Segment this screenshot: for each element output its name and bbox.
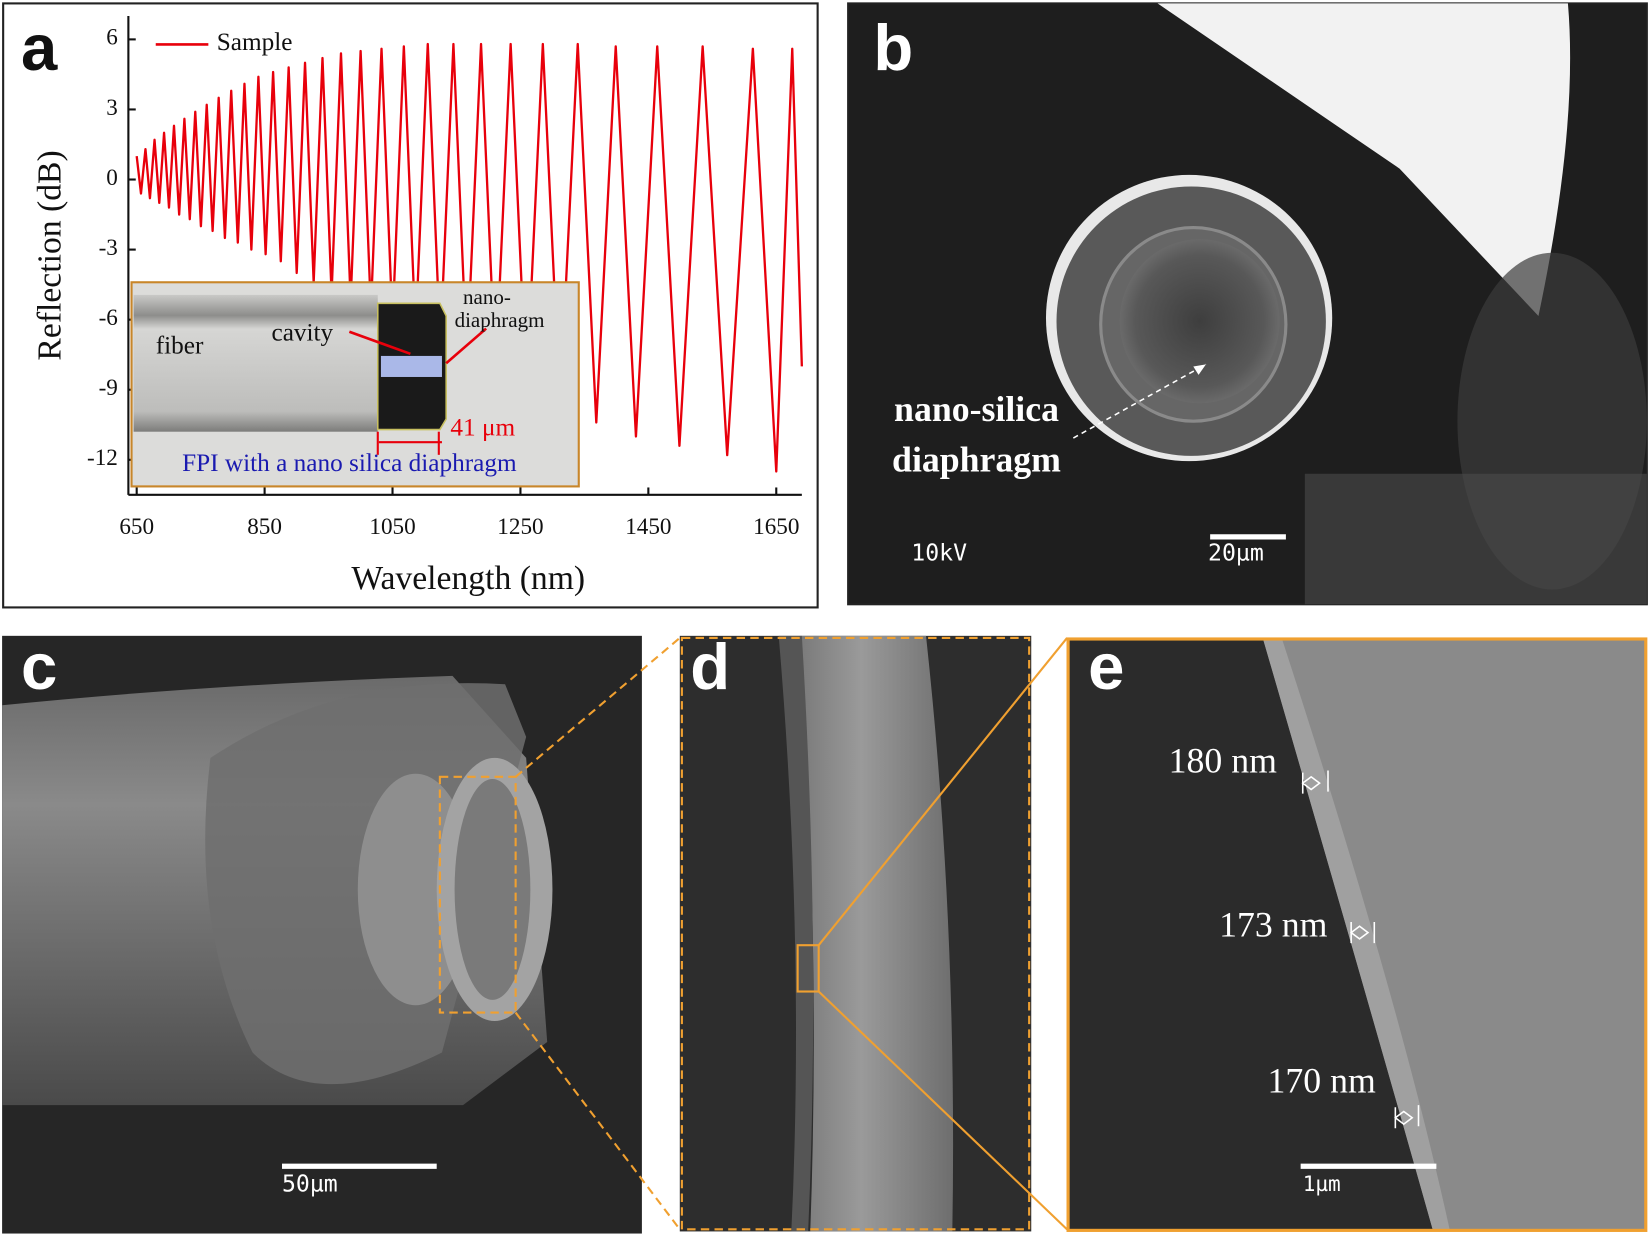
y-tick-label: -3	[99, 235, 118, 261]
y-tick-label: -9	[99, 375, 118, 401]
connector	[817, 637, 1068, 946]
panel-label: d	[690, 630, 730, 703]
connector	[514, 1011, 681, 1230]
x-tick-label: 1050	[369, 514, 415, 540]
y-tick-label: 6	[106, 25, 118, 51]
x-tick-label: 1450	[625, 514, 671, 540]
inset-label: nano-	[463, 285, 511, 309]
inset-label: cavity	[271, 319, 333, 347]
connector	[817, 990, 1068, 1231]
inset-fiber	[133, 294, 378, 432]
legend-label: Sample	[217, 28, 293, 56]
panel-label: e	[1088, 630, 1124, 703]
x-tick-label: 1250	[497, 514, 543, 540]
panel-b: b nano-silica diaphragm 10kV 20µm	[847, 2, 1648, 606]
panel-label: b	[873, 11, 913, 84]
thickness-label: 170 nm	[1268, 1060, 1376, 1100]
thickness-label: 180 nm	[1169, 740, 1277, 780]
voltage-label: 10kV	[911, 540, 967, 566]
inset-caption: FPI with a nano silica diaphragm	[182, 449, 517, 477]
y-tick-label: 3	[106, 95, 118, 121]
scale-bar-label: 1µm	[1303, 1171, 1341, 1196]
y-tick-label: -6	[99, 305, 118, 331]
inset-light	[380, 355, 442, 377]
y-tick-label: 0	[106, 165, 118, 191]
panel-label: c	[21, 630, 57, 703]
y-axis-label: Reflection (dB)	[31, 150, 68, 360]
annotation: diaphragm	[892, 439, 1061, 479]
thickness-label: 173 nm	[1219, 905, 1327, 945]
inset-arrow	[348, 330, 411, 356]
panel-c: c 50µm	[2, 630, 642, 1234]
annotation: nano-silica	[894, 389, 1059, 429]
x-tick-label: 650	[119, 514, 154, 540]
inset-label: diaphragm	[455, 308, 546, 332]
inset-gap-label: 41 μm	[450, 413, 515, 441]
x-tick-label: 850	[247, 514, 282, 540]
scale-bar-label: 20µm	[1208, 540, 1264, 566]
inset-label: fiber	[156, 331, 204, 359]
panel-e: e 180 nm 173 nm 170 nm 1µm	[1066, 630, 1648, 1232]
data-line	[135, 42, 804, 473]
y-tick-label: -12	[87, 445, 118, 471]
panel-label: a	[21, 11, 58, 84]
chart: -12 -9 -6 -3 0 3 6 650 850 1050 1250 1450 1650 Wavele…	[31, 16, 804, 597]
inset: fiber cavity nano-diaphragm 41 μm FPI with a…	[130, 281, 580, 488]
scale-bar-label: 50µm	[282, 1172, 338, 1198]
inset-arrow	[445, 327, 488, 365]
panel-d: d	[679, 630, 1032, 1232]
x-tick-label: 1650	[753, 514, 799, 540]
connector	[514, 637, 681, 778]
x-axis-label: Wavelength (nm)	[351, 560, 585, 597]
